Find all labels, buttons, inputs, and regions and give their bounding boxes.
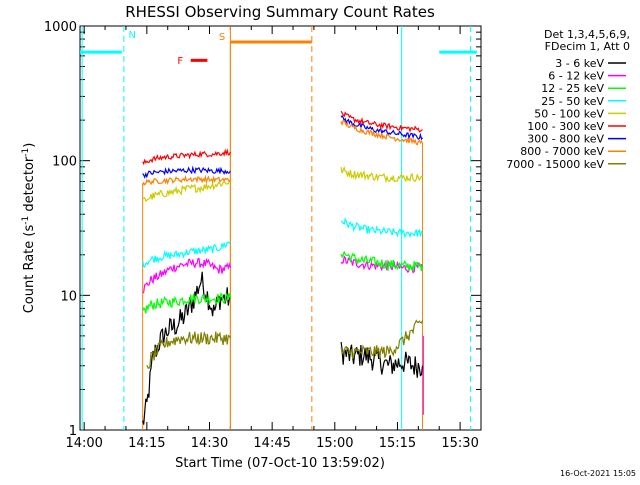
series-line [142, 174, 231, 186]
flag-letter-f: F [177, 56, 183, 67]
flag-letter-s: S [219, 32, 225, 43]
legend-entry-label: 300 - 800 keV [527, 133, 604, 146]
series-line [340, 165, 423, 184]
y-axis-label-sup2: -1 [21, 148, 31, 157]
series-line [142, 241, 231, 269]
y-tick-label: 100 [52, 155, 77, 170]
footer-timestamp: 16-Oct-2021 15:05 [560, 469, 636, 478]
series-line [340, 110, 423, 133]
legend-entry-label: 800 - 7000 keV [520, 145, 604, 158]
series-line [340, 319, 424, 361]
legend-header: FDecim 1, Att 0 [545, 40, 630, 53]
plot-frame [79, 25, 482, 431]
y-axis-label-mid: detector [22, 156, 37, 216]
series-line [146, 331, 231, 370]
legend-entry-label: 25 - 50 keV [541, 95, 604, 108]
x-tick-label: 15:15 [379, 436, 416, 451]
series-line [340, 250, 424, 272]
x-tick-label: 15:30 [441, 436, 478, 451]
series-group [80, 26, 477, 430]
legend-header: Det 1,3,4,5,6,9, [544, 28, 630, 41]
legend-entry-label: 3 - 6 keV [555, 57, 604, 70]
series-line [340, 217, 423, 239]
y-axis-label-main: Count Rate (s [22, 225, 37, 314]
y-axis-label-end: ) [22, 143, 37, 148]
series-line [340, 342, 424, 378]
legend: Det 1,3,4,5,6,9,FDecim 1, Att 0 3 - 6 keV… [506, 28, 630, 171]
y-axis-label-sup1: -1 [21, 216, 31, 225]
y-tick-label: 1 [69, 424, 77, 439]
series-line [142, 148, 231, 166]
series-line [142, 271, 231, 425]
flag-letter-n: N [128, 30, 135, 41]
y-tick-label: 1000 [44, 20, 77, 35]
series-line [142, 165, 231, 179]
legend-entry-label: 50 - 100 keV [534, 107, 604, 120]
x-tick-label: 14:30 [191, 436, 228, 451]
series-line [142, 180, 231, 203]
plot-area: 14:00 14:15 14:30 14:45 15:00 15:15 15:30 1 10 10… [44, 20, 482, 451]
x-tick-label: 15:00 [316, 436, 353, 451]
series-line [142, 292, 231, 314]
legend-entry-label: 7000 - 15000 keV [506, 158, 604, 171]
legend-entry-label: 6 - 12 keV [548, 70, 604, 83]
x-tick-label: 14:15 [128, 436, 165, 451]
chart-title: RHESSI Observing Summary Count Rates [125, 3, 435, 21]
y-tick-label: 10 [60, 289, 77, 304]
legend-entry-label: 12 - 25 keV [541, 82, 604, 95]
series-line [340, 119, 424, 146]
series-line [340, 255, 424, 274]
y-axis-label: Count Rate (s-1 detector-1) [21, 143, 37, 314]
series-line [142, 257, 231, 294]
x-tick-label: 14:00 [65, 436, 102, 451]
legend-entry-label: 100 - 300 keV [527, 120, 604, 133]
x-axis-label: Start Time (07-Oct-10 13:59:02) [175, 456, 385, 471]
x-tick-label: 14:45 [253, 436, 290, 451]
